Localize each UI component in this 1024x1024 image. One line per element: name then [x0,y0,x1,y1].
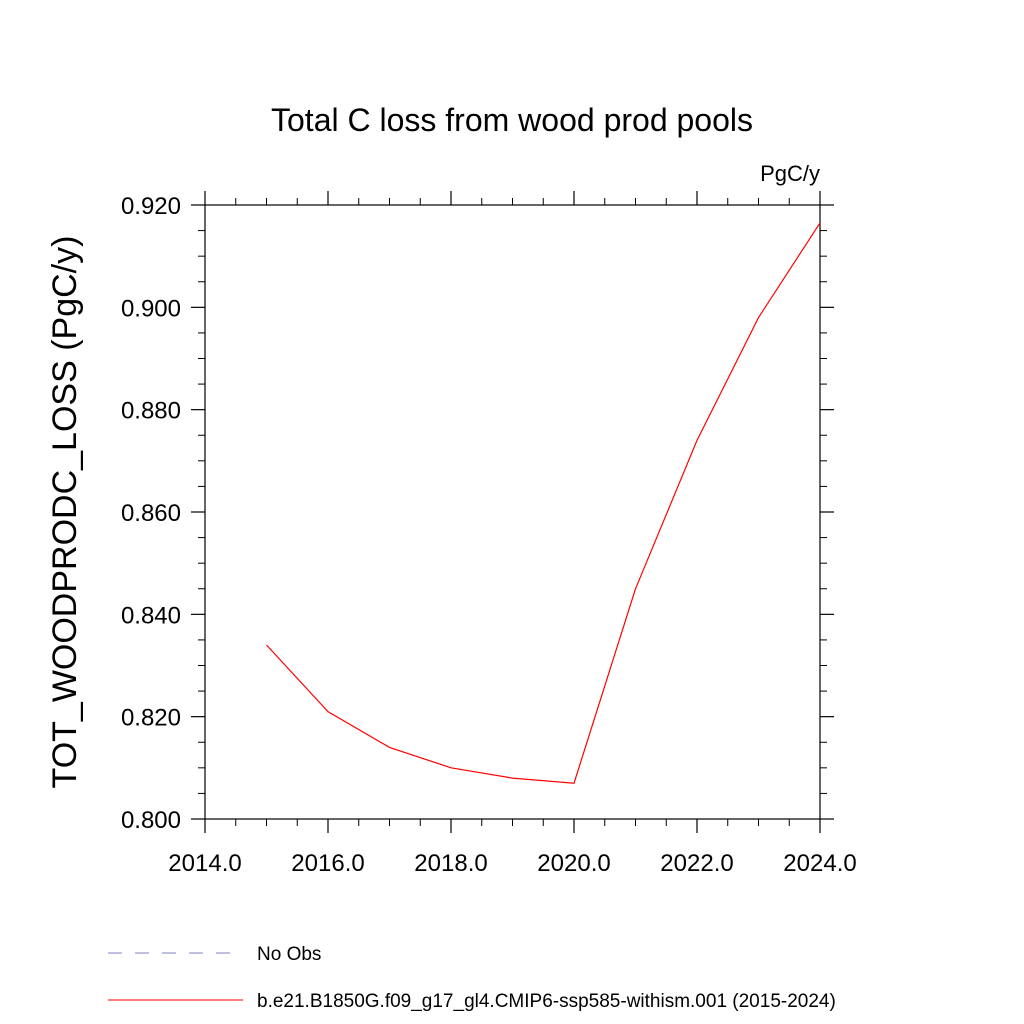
plot-frame [204,204,821,820]
y-tick-label: 0.900 [121,295,181,322]
series-line [266,222,821,784]
chart-title: Total C loss from wood prod pools [271,102,753,138]
series-group [266,222,821,784]
y-tick-label: 0.920 [121,193,181,220]
x-tick-label: 2024.0 [783,850,856,877]
legend-label-1: No Obs [257,944,321,965]
legend: No Obs b.e21.B1850G.f09_g17_gl4.CMIP6-ssp… [108,944,836,1012]
x-tick-label: 2014.0 [168,850,241,877]
x-tick-label: 2022.0 [660,850,733,877]
y-tick-label: 0.840 [121,602,181,629]
y-tick-label: 0.880 [121,398,181,425]
y-tick-label: 0.800 [121,807,181,834]
units-label: PgC/y [760,161,820,186]
y-tick-labels: 0.800 0.820 0.840 0.860 0.880 0.900 0.920 [121,193,181,834]
y-axis-label: TOT_WOODPRODC_LOSS (PgC/y) [46,236,84,789]
legend-label-2: b.e21.B1850G.f09_g17_gl4.CMIP6-ssp585-wi… [257,991,836,1012]
axis-ticks [191,191,834,833]
x-tick-label: 2016.0 [291,850,364,877]
x-tick-label: 2020.0 [537,850,610,877]
y-tick-label: 0.820 [121,705,181,732]
x-tick-label: 2018.0 [414,850,487,877]
x-tick-labels: 2014.0 2016.0 2018.0 2020.0 2022.0 2024.0 [168,850,856,877]
y-tick-label: 0.860 [121,500,181,527]
